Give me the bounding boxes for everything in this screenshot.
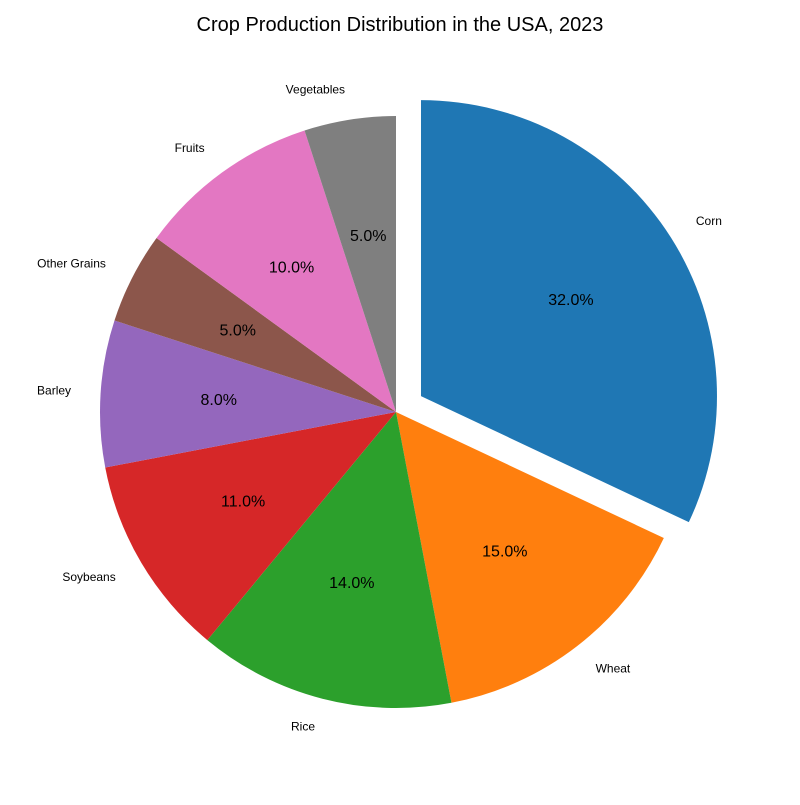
- chart-title: Crop Production Distribution in the USA,…: [196, 14, 604, 36]
- slice-percent-label: 14.0%: [329, 575, 374, 592]
- slice-label: Rice: [291, 720, 315, 734]
- slice-percent-label: 32.0%: [548, 292, 593, 309]
- pie-slice-wheat: [396, 412, 664, 703]
- slice-label: Barley: [37, 384, 71, 398]
- slice-percent-label: 10.0%: [269, 260, 314, 277]
- slice-label: Wheat: [596, 661, 631, 675]
- slice-label: Other Grains: [37, 256, 106, 270]
- slice-label: Soybeans: [62, 570, 115, 584]
- pie-slice-other-grains: [114, 238, 396, 412]
- pie-slice-fruits: [156, 130, 396, 412]
- slice-percent-label: 8.0%: [201, 392, 237, 409]
- pie-slice-corn: [420, 100, 717, 523]
- pie-slice-vegetables: [304, 116, 396, 412]
- pie-slice-rice: [207, 412, 452, 708]
- slice-percent-label: 15.0%: [482, 544, 527, 561]
- slice-label: Corn: [696, 214, 722, 228]
- slice-percent-label: 11.0%: [221, 494, 265, 511]
- slice-percent-label: 5.0%: [350, 228, 386, 245]
- slice-label: Vegetables: [286, 83, 345, 97]
- pie-slice-soybeans: [105, 412, 396, 641]
- pie-slice-barley: [99, 320, 396, 468]
- slice-percent-label: 5.0%: [220, 323, 256, 340]
- slice-label: Fruits: [175, 141, 205, 155]
